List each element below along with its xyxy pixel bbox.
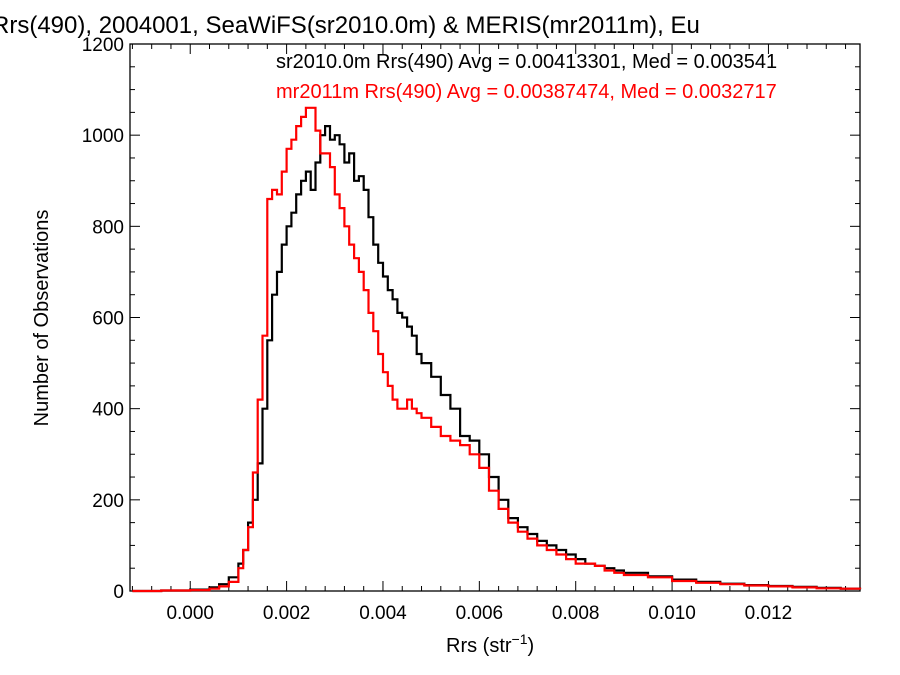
x-axis-ticks: 0.000 0.002 0.004 0.006 0.008 0.010 0.012 xyxy=(131,44,847,624)
y-tick: 200 xyxy=(92,491,860,512)
y-axis-ticks: 0 200 400 600 800 1000 1200 xyxy=(82,35,860,603)
legend-entry-mr2011: mr2011m Rrs(490) Avg = 0.00387474, Med =… xyxy=(276,81,777,103)
x-axis-label: Rrs (str−1) xyxy=(446,631,534,657)
y-tick: 400 xyxy=(92,400,860,421)
x-axis-label-main: Rrs (str xyxy=(446,635,512,657)
series-layer xyxy=(132,106,862,593)
x-tick: 0.012 xyxy=(745,44,793,624)
y-tick-label: 200 xyxy=(92,491,124,512)
x-tick: 0.004 xyxy=(359,44,407,624)
x-tick-label: 0.002 xyxy=(263,603,311,624)
x-tick: 0.000 xyxy=(166,44,214,624)
y-tick-label: 0 xyxy=(113,582,124,603)
y-tick-label: 1200 xyxy=(82,35,124,56)
y-tick: 800 xyxy=(92,217,860,238)
chart-title: Rrs(490), 2004001, SeaWiFS(sr2010.0m) & … xyxy=(0,12,700,39)
y-tick-label: 600 xyxy=(92,309,124,330)
x-tick: 0.008 xyxy=(552,44,600,624)
y-tick-label: 1000 xyxy=(82,126,124,147)
series-line-mr2011 xyxy=(132,106,862,593)
x-axis-label-superscript: −1 xyxy=(512,631,528,647)
x-tick: 0.010 xyxy=(648,44,696,624)
x-tick-label: 0.008 xyxy=(552,603,600,624)
x-tick-label: 0.010 xyxy=(648,603,696,624)
y-tick: 1200 xyxy=(82,35,860,56)
y-tick: 600 xyxy=(92,309,860,330)
x-tick-label: 0.012 xyxy=(745,603,793,624)
plot-frame xyxy=(129,43,861,592)
legend-entry-sr2010: sr2010.0m Rrs(490) Avg = 0.00413301, Med… xyxy=(276,51,777,73)
x-tick: 0.002 xyxy=(263,44,311,624)
y-axis-label: Number of Observations xyxy=(31,210,53,427)
x-tick-label: 0.006 xyxy=(456,603,504,624)
x-tick-label: 0.004 xyxy=(359,603,407,624)
x-axis-label-close: ) xyxy=(528,635,535,657)
x-tick-label: 0.000 xyxy=(166,603,214,624)
x-tick: 0.006 xyxy=(456,44,504,624)
y-tick-label: 800 xyxy=(92,217,124,238)
series-line-sr2010 xyxy=(132,125,862,593)
y-tick-label: 400 xyxy=(92,400,124,421)
y-tick: 1000 xyxy=(82,126,860,147)
